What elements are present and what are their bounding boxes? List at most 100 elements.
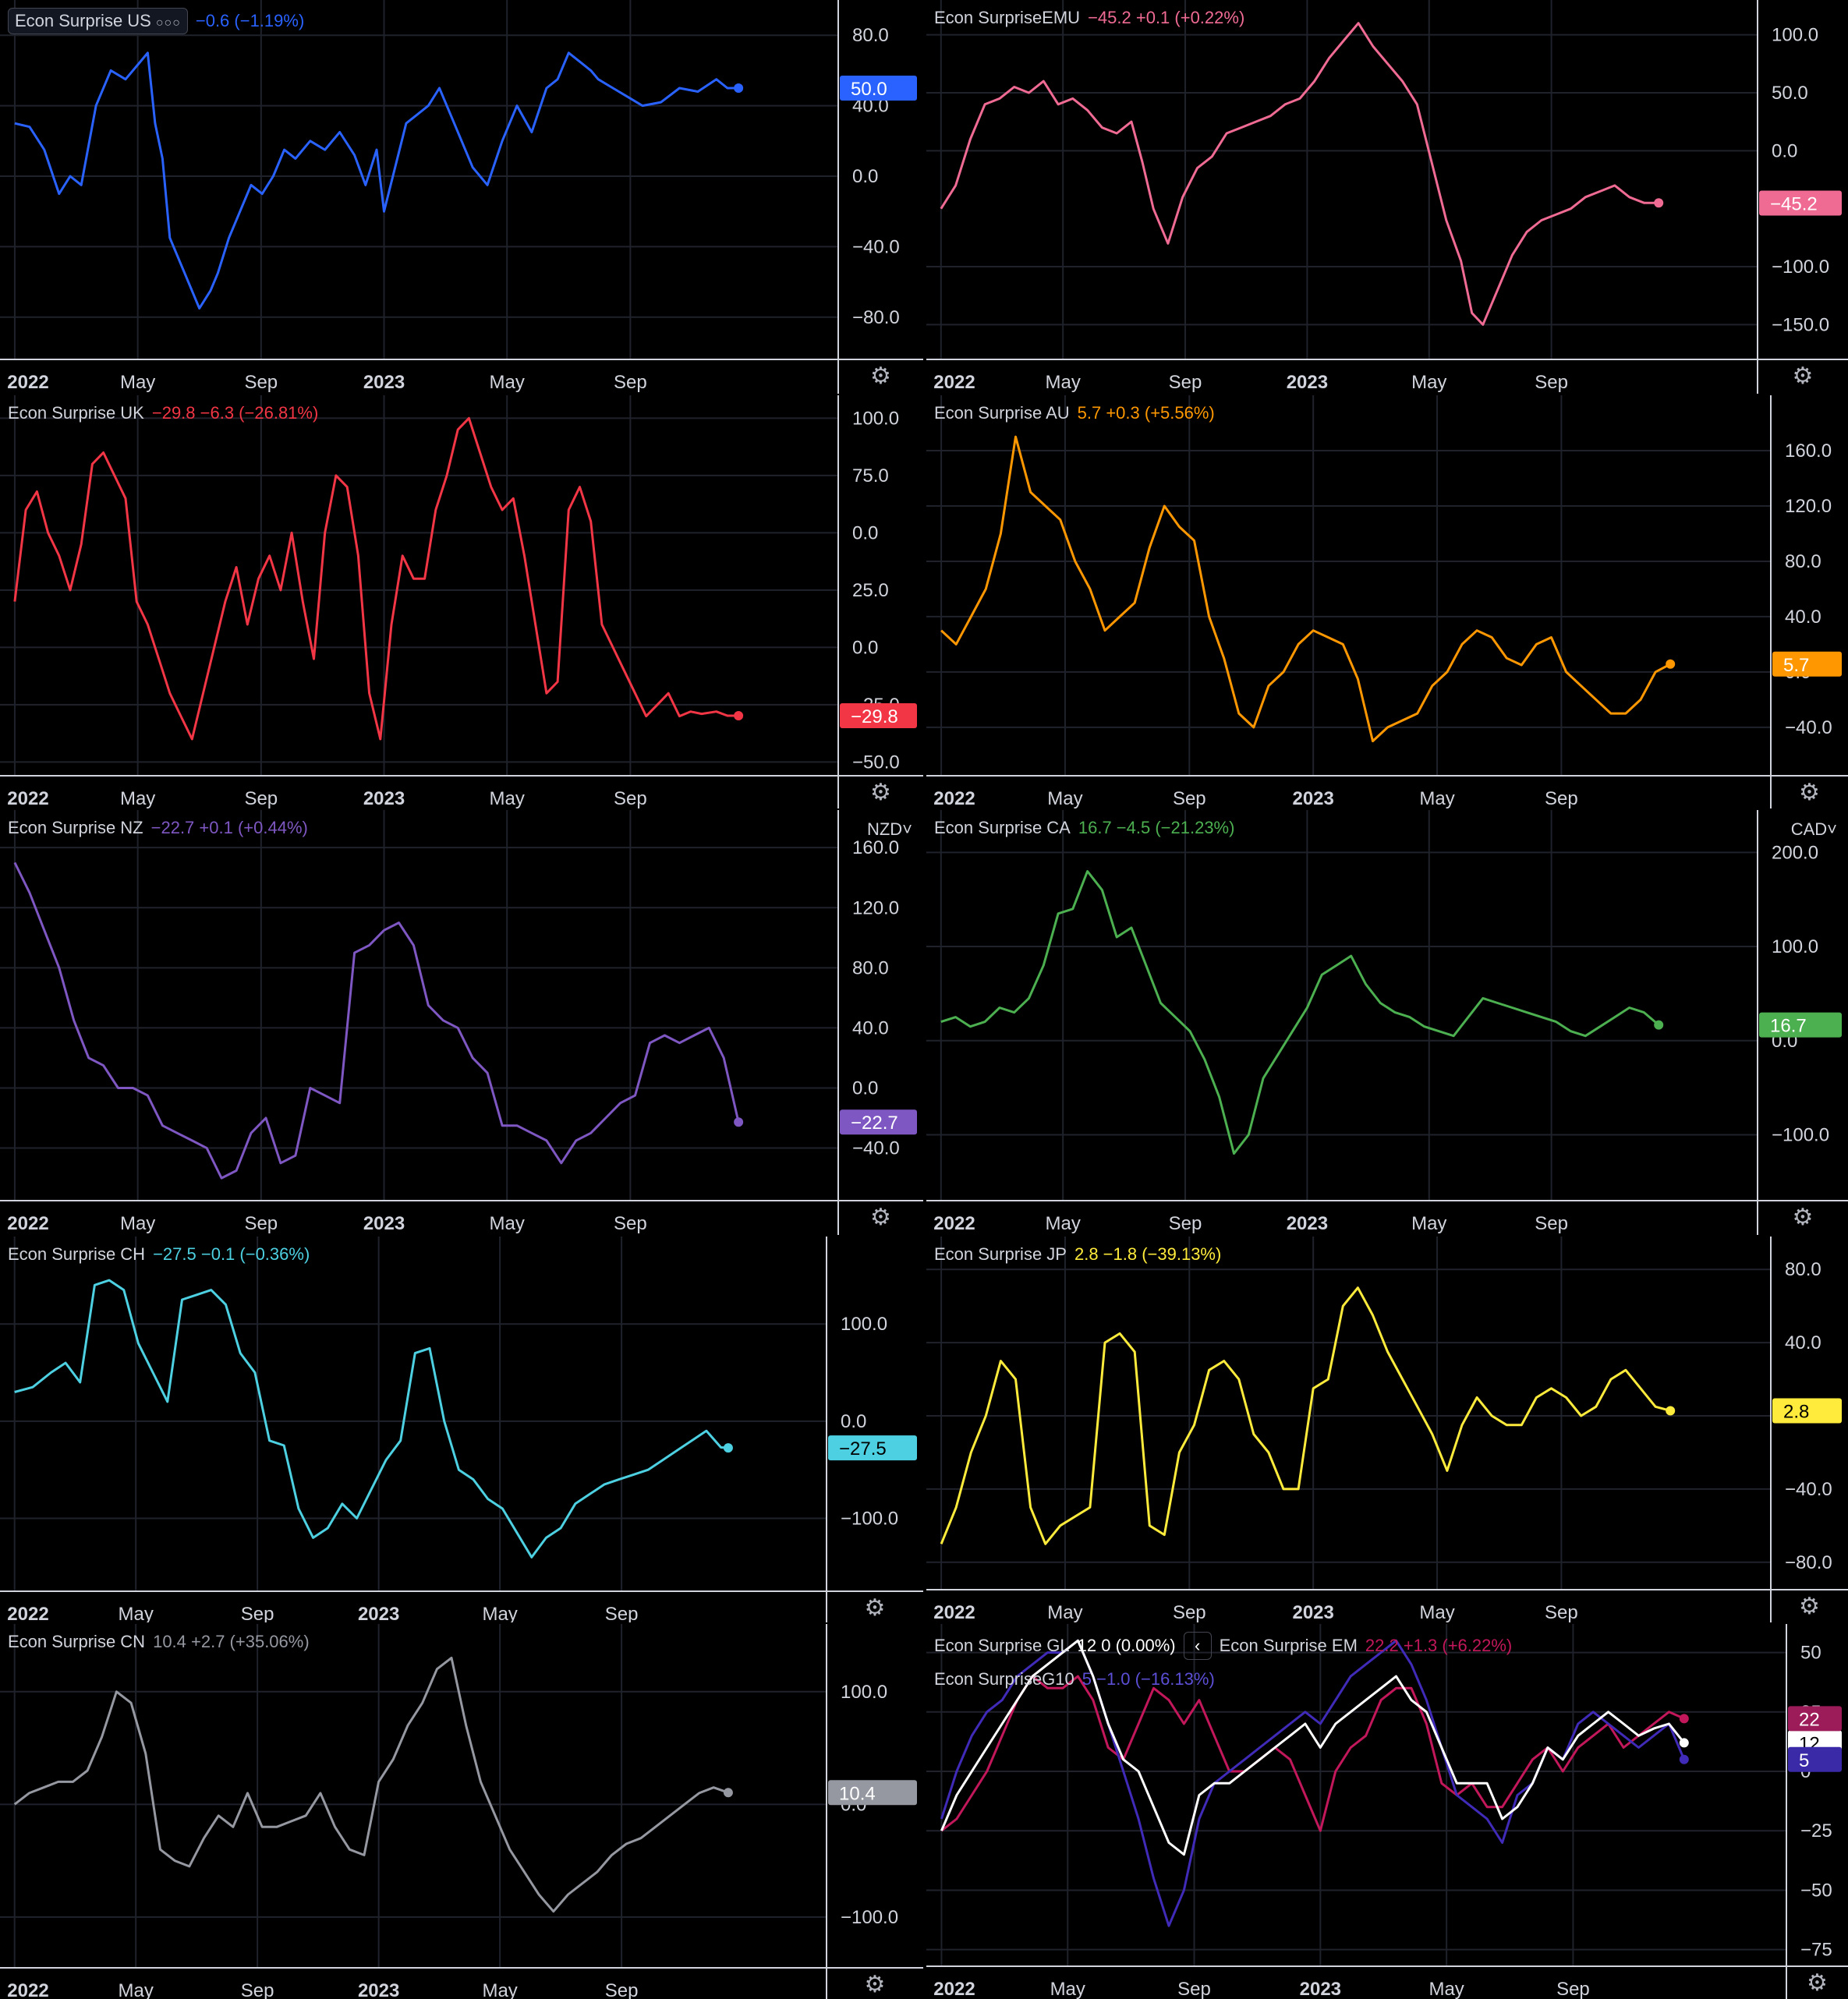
legend-au[interactable]: Econ Surprise AU 5.7 +0.3 (+5.56%) [934,403,1215,423]
legend-us[interactable]: Econ Surprise US ○○○ −0.6 (−1.19%) [8,8,304,34]
chart-panel-nz[interactable]: 160.0 120.0 80.0 40.0 0.0 −40.0 2022 May Sep 2023… [0,810,923,1235]
last-price-label: 5 [1799,1750,1809,1771]
gear-icon[interactable]: ⚙ [1807,1970,1828,1996]
y-tick-label: −150.0 [1772,314,1829,335]
series-name[interactable]: Econ Surprise CN [8,1632,145,1652]
last-price-label: 16.7 [1770,1016,1807,1037]
chart-panel-ca[interactable]: 200.0 100.0 0.0 −100.0 2022 May Sep 2023 May Sep 1… [926,810,1848,1235]
series-name-text: Econ Surprise US [15,11,151,30]
series-name-text: Econ Surprise JP [934,1244,1067,1264]
x-tick-label: 2022 [933,1213,975,1234]
gear-icon[interactable]: ⚙ [870,363,891,389]
legend-nz[interactable]: Econ Surprise NZ −22.7 +0.1 (+0.44%) [8,818,308,838]
y-tick-label: 80.0 [1785,551,1821,572]
y-tick-label: 80.0 [852,957,889,978]
y-tick-label: 160.0 [852,837,899,858]
y-tick-label: 40.0 [1785,1332,1821,1353]
legend-jp[interactable]: Econ Surprise JP 2.8 −1.8 (−39.13%) [934,1244,1221,1265]
series-name-text: Econ Surprise GL [934,1636,1070,1655]
series-name[interactable]: Econ Surprise JP [934,1244,1067,1265]
legend-row-2[interactable]: Econ SurpriseG10 5 −1.0 (−16.13%) [934,1669,1215,1689]
last-price-label: 10.4 [839,1783,876,1804]
series-name[interactable]: Econ Surprise NZ [8,818,143,838]
chart-panel-uk[interactable]: 100.075.00.025.00.0−25.0−50.02022MaySep2… [0,395,923,808]
series-name[interactable]: Econ SurpriseEMU [934,8,1080,28]
series-line-nz-0 [13,862,740,1180]
gear-icon[interactable]: ⚙ [1792,363,1814,389]
y-tick-label: −100.0 [841,1907,898,1928]
x-tick-label: Sep [244,1213,278,1234]
legend-ch[interactable]: Econ Surprise CH −27.5 −0.1 (−0.36%) [8,1244,310,1265]
x-tick-label: 2023 [358,1980,399,1999]
y-tick-label: −40.0 [852,236,900,257]
chart-panel-us[interactable]: 80.0 40.0 0.0 −40.0 −80.0 2022 May Sep 2023 May Se… [0,0,923,394]
chart-panel-au[interactable]: 160.0120.080.040.00.0−40.02022MaySep2023… [926,395,1848,808]
gear-icon[interactable]: ⚙ [870,1205,891,1230]
series-value: −29.8 −6.3 (−26.81%) [151,403,319,423]
gear-icon[interactable]: ⚙ [1799,780,1820,805]
x-tick-label: May [482,1980,517,1999]
x-tick-label: Sep [1545,788,1578,808]
series-value: −0.6 (−1.19%) [195,11,305,30]
series-name-text: Econ Surprise UK [8,403,144,423]
gear-icon[interactable]: ⚙ [1799,1594,1820,1619]
last-point-marker [723,1788,733,1798]
series-name[interactable]: Econ Surprise US ○○○ [8,8,188,34]
chart-panel-cn[interactable]: 100.00.0−100.02022MaySep2023MaySep10.4Ec… [0,1624,923,1999]
x-tick-label: May [120,788,155,808]
x-tick-label: May [1411,372,1446,393]
currency-selector[interactable]: CAD˅ [1790,819,1837,839]
x-tick-label: May [1050,1979,1085,1999]
legend-emu[interactable]: Econ SurpriseEMU −45.2 +0.1 (+0.22%) [934,8,1244,28]
legend-cn[interactable]: Econ Surprise CN 10.4 +2.7 (+35.06%) [8,1632,310,1652]
chart-panel-gl[interactable]: 50250−25−50−752022MaySep2023MaySep12225E… [926,1624,1848,1999]
y-tick-label: −80.0 [1785,1552,1832,1573]
last-point-marker [723,1443,733,1453]
y-tick-label: 0.0 [852,1077,878,1099]
x-tick-label: 2023 [363,788,405,808]
legend-uk[interactable]: Econ Surprise UK −29.8 −6.3 (−26.81%) [8,403,318,423]
currency-selector[interactable]: NZD˅ [866,819,912,839]
y-tick-label: 50 [1800,1643,1821,1664]
last-price-badge [840,702,917,728]
last-point-marker [1679,1754,1689,1764]
series-name[interactable]: Econ Surprise AU [934,403,1070,423]
gear-icon[interactable]: ⚙ [1792,1205,1814,1230]
more-options-icon[interactable]: ○○○ [155,16,181,30]
series-line-us-0 [14,51,739,310]
legend-gl[interactable]: Econ Surprise GL 12 0 (0.00%) ‹ Econ Surpri… [934,1632,1512,1660]
y-tick-label: −100.0 [1772,1124,1829,1145]
y-tick-label: 0.0 [852,637,878,658]
series-name[interactable]: Econ Surprise GL [934,1636,1070,1656]
series-name-3: Econ SurpriseG10 [934,1669,1074,1689]
series-name[interactable]: Econ Surprise CA [934,818,1071,838]
gear-icon[interactable]: ⚙ [864,1595,886,1621]
last-price-label: −22.7 [851,1113,898,1134]
series-line-jp-0 [940,1286,1671,1545]
series-name[interactable]: Econ Surprise UK [8,403,144,423]
y-tick-label: 80.0 [852,25,889,46]
y-tick-label: 100.0 [1772,936,1818,957]
x-tick-label: Sep [1545,1602,1578,1622]
gear-icon[interactable]: ⚙ [864,1972,886,1997]
chevron-left-icon[interactable]: ‹ [1183,1632,1212,1660]
chart-panel-emu[interactable]: 100.0 50.0 0.0 −100.0 −150.0 2022 May Sep 2023 Ma… [926,0,1848,394]
chart-panel-ch[interactable]: 100.0 0.0 −100.0 2022 May Sep 2023 May Sep −27.5 E… [0,1237,923,1622]
series-name[interactable]: Econ Surprise CH [8,1244,145,1265]
legend-ca[interactable]: Econ Surprise CA 16.7 −4.5 (−21.23%) [934,818,1234,838]
x-tick-label: Sep [1169,372,1202,393]
x-tick-label: 2023 [1300,1979,1341,1999]
series-value: 5.7 +0.3 (+5.56%) [1077,403,1215,423]
y-tick-label: 100.0 [852,408,899,429]
chart-svg-uk: 100.075.00.025.00.0−25.0−50.02022MaySep2… [0,395,923,808]
y-tick-label: −40.0 [1785,717,1832,738]
x-tick-label: May [119,1604,154,1622]
chart-svg-nz: 160.0 120.0 80.0 40.0 0.0 −40.0 2022 May Sep 2023… [0,810,923,1235]
gear-icon[interactable]: ⚙ [870,780,891,805]
x-tick-label: May [1045,1213,1080,1234]
chart-panel-jp[interactable]: 80.040.00.0−40.0−80.02022MaySep2023MaySe… [926,1237,1848,1622]
last-price-badge [1772,1398,1842,1424]
